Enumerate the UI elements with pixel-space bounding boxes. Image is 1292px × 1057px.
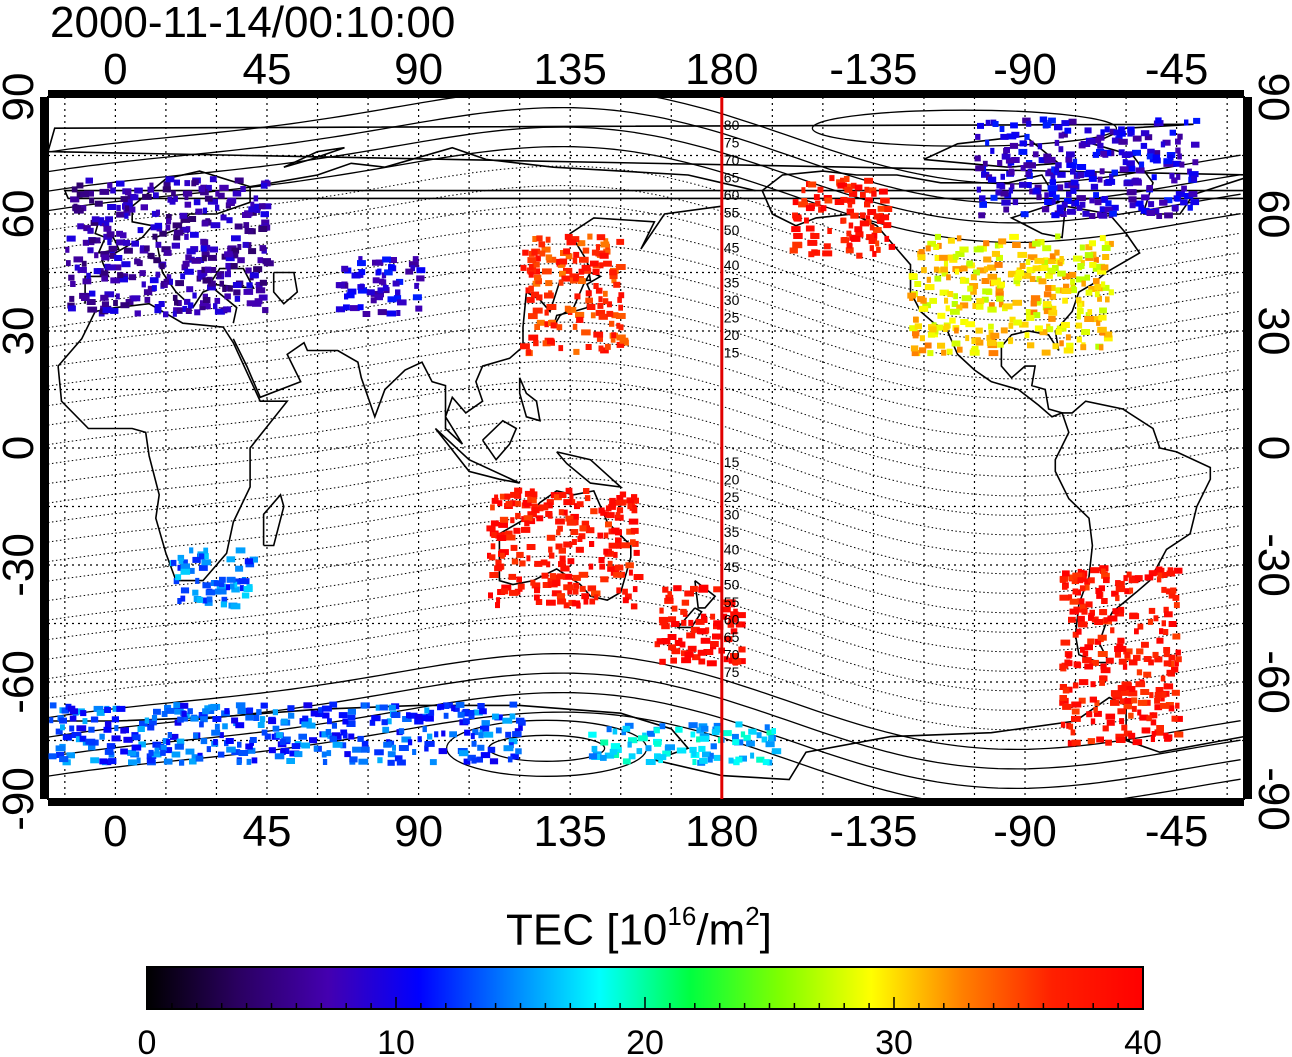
contour-label: 15 [724, 454, 740, 470]
latitude-tick-label-right: -60 [1249, 650, 1292, 714]
contour-label: 40 [724, 257, 740, 273]
contour-label: 60 [724, 612, 740, 628]
longitude-tick-label-top: 45 [243, 45, 292, 94]
longitude-tick-label-bottom: 0 [103, 807, 127, 856]
longitude-tick-label-top: 180 [685, 45, 758, 94]
colorbar-title-close: ] [759, 905, 772, 955]
longitude-tick-label-top: 90 [394, 45, 443, 94]
contour-label: 55 [724, 594, 740, 610]
tec-observations [48, 116, 1201, 766]
contour-label: 80 [724, 117, 740, 133]
longitude-tick-label-top: 0 [103, 45, 127, 94]
longitude-tick-label-bottom: 90 [394, 807, 443, 856]
latitude-tick-label-right: -90 [1249, 767, 1292, 831]
magnetic-contour-lines [48, 97, 1241, 799]
colorbar-title: TEC [1016/m2] [506, 901, 772, 956]
colorbar-tick-label: 20 [626, 1024, 664, 1057]
contour-label: 65 [724, 629, 740, 645]
contour-label: 20 [724, 472, 740, 488]
contour-label: 30 [724, 507, 740, 523]
latitude-tick-label-right: -30 [1249, 533, 1292, 597]
latitude-tick-label-left: 60 [0, 190, 43, 239]
contour-label: 15 [724, 345, 740, 361]
contour-label: 35 [724, 275, 740, 291]
left-latitude-ticks: 90 60 30 0 -30 -60 -90 [0, 73, 43, 831]
longitude-tick-label-top: -45 [1145, 45, 1209, 94]
contour-label: 70 [724, 647, 740, 663]
colorbar-tick-label: 40 [1124, 1024, 1162, 1057]
longitude-tick-label-bottom: 45 [243, 807, 292, 856]
latitude-tick-label-right: 90 [1249, 73, 1292, 122]
latitude-tick-label-right: 30 [1249, 307, 1292, 356]
colorbar-ticks: 0 10 20 30 40 [138, 997, 1162, 1057]
colorbar-tick-label: 30 [875, 1024, 913, 1057]
contour-label: 75 [724, 135, 740, 151]
latitude-tick-label-left: 30 [0, 307, 43, 356]
contour-label: 25 [724, 489, 740, 505]
latitude-tick-label-right: 60 [1249, 190, 1292, 239]
longitude-tick-label-top: 135 [533, 45, 606, 94]
contour-label: 55 [724, 205, 740, 221]
longitude-tick-label-top: -135 [829, 45, 917, 94]
colorbar-tick-label: 0 [138, 1024, 157, 1057]
contour-label: 35 [724, 524, 740, 540]
contour-label: 65 [724, 170, 740, 186]
longitude-tick-label-bottom: -90 [993, 807, 1057, 856]
colorbar-tick-label: 10 [377, 1024, 415, 1057]
latitude-tick-label-left: -90 [0, 767, 43, 831]
longitude-tick-label-bottom: 135 [533, 807, 606, 856]
longitude-tick-label-top: -90 [993, 45, 1057, 94]
contour-label: 30 [724, 292, 740, 308]
colorbar-title-main: TEC [10 [506, 905, 668, 955]
contour-label: 45 [724, 559, 740, 575]
latitude-tick-label-left: 0 [0, 436, 43, 460]
latitude-tick-label-left: 90 [0, 73, 43, 122]
timestamp-title: 2000-11-14/00:10:00 [50, 0, 456, 47]
longitude-tick-label-bottom: -135 [829, 807, 917, 856]
contour-label: 50 [724, 577, 740, 593]
longitude-tick-label-bottom: 180 [685, 807, 758, 856]
contour-label: 50 [724, 222, 740, 238]
contour-label: 75 [724, 664, 740, 680]
colorbar-title-exponent2: 2 [745, 901, 760, 931]
axis-strips [40, 90, 1252, 806]
contour-label: 60 [724, 187, 740, 203]
contour-label: 45 [724, 240, 740, 256]
contour-labels: 8075706560555045403530252015152025303540… [724, 117, 740, 680]
colorbar-title-unit: /m [696, 905, 746, 955]
latitude-tick-label-left: -30 [0, 533, 43, 597]
top-longitude-ticks: 0 45 90 135 180 -135 -90 -45 [103, 45, 1208, 94]
colorbar-title-exponent: 16 [667, 901, 697, 931]
contour-label: 20 [724, 327, 740, 343]
bottom-longitude-ticks: 0 45 90 135 180 -135 -90 -45 [103, 807, 1208, 856]
contour-label: 70 [724, 152, 740, 168]
contour-label: 25 [724, 310, 740, 326]
latitude-tick-label-right: 0 [1249, 436, 1292, 460]
contour-label: 40 [724, 542, 740, 558]
longitude-tick-label-bottom: -45 [1145, 807, 1209, 856]
latitude-tick-label-left: -60 [0, 650, 43, 714]
right-latitude-ticks: 90 60 30 0 -30 -60 -90 [1249, 73, 1292, 831]
